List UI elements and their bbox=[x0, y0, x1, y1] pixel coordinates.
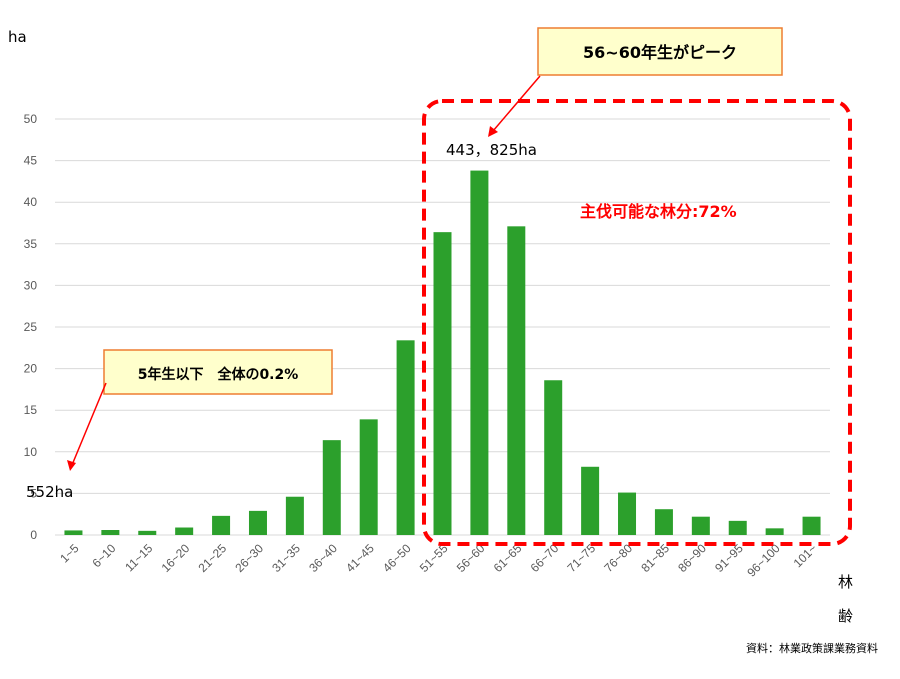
peak-callout-box bbox=[537, 27, 783, 76]
bar-13 bbox=[507, 226, 526, 535]
peak-arrow-head bbox=[488, 126, 498, 137]
x-tick-label: 31~35 bbox=[269, 541, 303, 575]
y-tick-label: 50 bbox=[24, 112, 38, 126]
x-tick-label: 96~100 bbox=[744, 541, 783, 580]
x-tick-label: 36~40 bbox=[306, 541, 340, 575]
harvestable-region-box bbox=[422, 99, 852, 546]
young-callout-text: 5年生以下 全体の0.2% bbox=[138, 366, 299, 383]
bar-12 bbox=[470, 170, 489, 536]
x-tick-label: 91~95 bbox=[712, 541, 746, 575]
x-tick-label: 66~70 bbox=[528, 541, 562, 575]
bar-3 bbox=[138, 530, 157, 535]
x-tick-label: 51~55 bbox=[417, 541, 451, 575]
y-axis-ticks: 0 5 10 15 20 25 30 35 40 45 50 bbox=[24, 112, 38, 542]
bar-11 bbox=[433, 232, 452, 536]
bar-20 bbox=[765, 528, 784, 535]
x-tick-label: 46~50 bbox=[380, 541, 414, 575]
x-tick-label: 41~45 bbox=[343, 541, 377, 575]
x-axis-label-char-2: 齢 bbox=[838, 607, 853, 625]
bar-5 bbox=[212, 515, 231, 535]
x-tick-label: 76~80 bbox=[601, 541, 635, 575]
bar-21 bbox=[802, 516, 821, 535]
x-tick-label: 21~25 bbox=[195, 541, 229, 575]
y-tick-label: 35 bbox=[24, 237, 38, 251]
young-callout-arrow bbox=[71, 382, 107, 466]
x-tick-label: 26~30 bbox=[232, 541, 266, 575]
bar-18 bbox=[691, 516, 710, 535]
peak-value-label: 443，825ha bbox=[446, 141, 537, 159]
source-note: 資料：林業政策課業務資料 bbox=[746, 641, 878, 655]
bar-9 bbox=[359, 419, 378, 535]
bar-17 bbox=[654, 509, 673, 535]
young-arrow-head bbox=[67, 460, 76, 471]
y-tick-label: 25 bbox=[24, 320, 38, 334]
x-tick-label: 1~5 bbox=[57, 541, 82, 566]
peak-callout-arrow bbox=[492, 75, 541, 132]
x-tick-label: 6~10 bbox=[89, 541, 118, 570]
x-tick-label: 86~90 bbox=[675, 541, 709, 575]
young-value-label: 552ha bbox=[26, 483, 73, 501]
y-tick-label: 15 bbox=[24, 403, 38, 417]
bar-1 bbox=[64, 530, 83, 535]
y-axis-unit-label: ha bbox=[8, 28, 27, 46]
bar-7 bbox=[285, 496, 304, 535]
x-tick-label: 81~85 bbox=[638, 541, 672, 575]
y-tick-label: 20 bbox=[24, 362, 38, 376]
y-tick-label: 45 bbox=[24, 154, 38, 168]
y-tick-label: 0 bbox=[30, 528, 37, 542]
bar-6 bbox=[248, 510, 267, 535]
x-tick-label: 61~65 bbox=[491, 541, 525, 575]
y-tick-label: 40 bbox=[24, 195, 38, 209]
x-tick-label: 56~60 bbox=[454, 541, 488, 575]
bar-2 bbox=[101, 530, 120, 535]
peak-callout-text: 56~60年生がピーク bbox=[583, 43, 737, 62]
x-axis-label-char-1: 林 bbox=[838, 573, 853, 591]
bars bbox=[64, 170, 821, 536]
bar-19 bbox=[728, 520, 747, 535]
x-axis-ticks: 1~5 6~10 11~15 16~20 21~25 26~30 31~35 36~40 41~… bbox=[57, 541, 819, 580]
bar-15 bbox=[581, 466, 600, 535]
bar-8 bbox=[322, 440, 341, 535]
y-tick-label: 5 bbox=[30, 486, 37, 500]
y-tick-label: 10 bbox=[24, 445, 38, 459]
bar-16 bbox=[618, 492, 637, 535]
harvestable-ratio-label: 主伐可能な林分:72% bbox=[580, 202, 737, 221]
x-tick-label: 11~15 bbox=[122, 541, 155, 574]
x-tick-label: 71~75 bbox=[565, 541, 599, 575]
young-callout-box bbox=[103, 349, 333, 395]
bar-14 bbox=[544, 380, 563, 535]
bar-4 bbox=[175, 527, 194, 535]
y-tick-label: 30 bbox=[24, 278, 38, 292]
x-tick-label: 16~20 bbox=[159, 541, 193, 575]
bar-10 bbox=[396, 340, 415, 535]
